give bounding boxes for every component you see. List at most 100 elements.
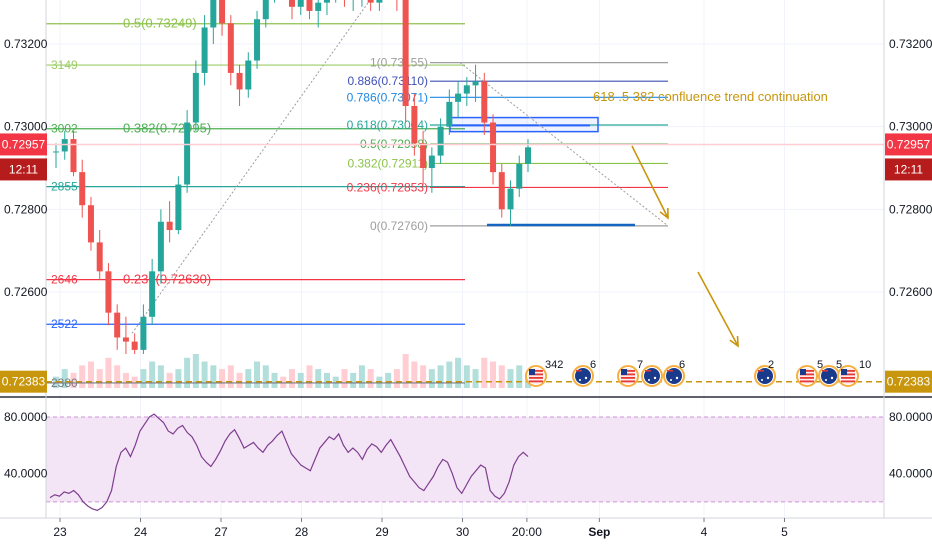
economic-event-badge[interactable] — [818, 365, 840, 387]
dashed-level-label: 0.72383 — [2, 375, 46, 389]
volume-bar — [402, 354, 409, 388]
price-tick-label: 0.73200 — [889, 37, 932, 51]
volume-bar — [271, 372, 278, 388]
flag-stripe — [529, 370, 543, 372]
volume-bar — [481, 357, 488, 388]
candle-body — [79, 172, 86, 206]
candle-body — [61, 139, 68, 152]
fib-left-label: 0.382(0.72995) — [123, 121, 211, 136]
fib-right-label: 1(0.73155) — [370, 56, 428, 70]
price-tick-label: 0.72800 — [4, 202, 48, 216]
countdown-label: 12:11 — [9, 162, 38, 176]
fib-retracement-left[interactable]: 0.5(0.73249) 3149 3002 0.382(0.72995) 2855 26… — [46, 16, 465, 390]
economic-event-badge[interactable] — [754, 365, 776, 387]
volume-bar — [114, 365, 121, 388]
time-tick-label: 23 — [53, 525, 67, 539]
flag-stripe — [621, 370, 635, 372]
economic-event-badge[interactable] — [617, 365, 639, 387]
rsi-axis-right[interactable]: 80.0000 40.0000 — [889, 410, 932, 481]
volume-bar — [393, 369, 400, 388]
volume-bar — [236, 372, 243, 388]
economic-event-badge[interactable] — [837, 365, 859, 387]
candle-body — [367, 0, 374, 3]
volume-bar — [96, 369, 103, 388]
volume-bar — [79, 365, 86, 388]
fib-left-tag: 2522 — [51, 317, 78, 331]
fib-right-label: 0.618(0.73004) — [347, 118, 428, 132]
flag-star — [579, 379, 581, 381]
volume-bar — [455, 357, 462, 388]
economic-event-badge[interactable] — [796, 365, 818, 387]
current-price-label: 0.72957 — [887, 137, 931, 151]
volume-bar — [175, 369, 182, 388]
economic-event-badge[interactable] — [663, 365, 685, 387]
candle-body — [140, 316, 147, 350]
flag-star — [584, 376, 588, 380]
flag-stripe — [800, 370, 814, 372]
volume-bar — [227, 365, 234, 388]
flag-star — [825, 379, 827, 381]
flag-stripe — [529, 380, 543, 383]
price-tick-label: 0.72800 — [889, 202, 932, 216]
rsi-tick-label: 80.0000 — [889, 410, 932, 424]
candle-body — [446, 101, 453, 127]
down-arrow-1 — [631, 145, 669, 219]
current-price-badge — [885, 133, 932, 156]
time-tick-label: 28 — [295, 525, 309, 539]
candle-body — [254, 19, 261, 61]
confluence-annotation[interactable]: 618 .5 382 confluence trend continuation — [593, 89, 828, 104]
price-axis-right[interactable]: 0.73200 0.73000 0.72800 0.72600 — [889, 37, 932, 299]
trend-lines[interactable] — [131, 0, 739, 348]
rsi-axis-left[interactable]: 80.0000 40.0000 — [4, 410, 48, 481]
candle-body — [472, 81, 479, 86]
flag-stripe — [529, 377, 543, 379]
volume-bar — [297, 372, 304, 388]
time-axis[interactable]: 23 24 27 28 29 30 20:00 Sep 4 5 — [53, 518, 788, 539]
volume-bar — [507, 369, 514, 388]
volume-bar — [289, 369, 295, 388]
candle-body — [166, 221, 173, 230]
event-count: 342 — [545, 359, 563, 371]
time-tick-label: 4 — [701, 525, 708, 539]
economic-event-badge[interactable] — [572, 365, 594, 387]
volume-bar — [210, 365, 217, 388]
fib-right-label: 0.886(0.73110) — [347, 74, 428, 88]
volume-bar — [341, 369, 348, 388]
candle-body — [455, 93, 462, 102]
price-axis-left[interactable]: 0.73200 0.73000 0.72800 0.72600 — [4, 37, 48, 299]
economic-event-badge[interactable] — [641, 365, 663, 387]
rsi-pane[interactable] — [46, 413, 884, 511]
flag-stripe — [621, 373, 635, 376]
volume-bar — [446, 361, 453, 388]
candlesticks — [53, 0, 531, 354]
flag-cross — [822, 370, 828, 372]
time-tick-label: 29 — [375, 525, 389, 539]
dashed-level-label: 0.72383 — [887, 375, 931, 389]
volume-bar — [358, 365, 365, 388]
current-price-label: 0.72957 — [2, 137, 46, 151]
dashed-level-badge — [885, 370, 932, 393]
candle-body — [227, 23, 234, 73]
volume-bar — [140, 369, 147, 388]
volume-bar — [87, 361, 94, 388]
volume-bar — [306, 365, 313, 388]
flag-canton — [841, 369, 847, 375]
flag-star — [766, 376, 770, 380]
candle-body — [70, 139, 77, 173]
candle-body — [236, 72, 243, 90]
economic-event-badge[interactable] — [525, 365, 547, 387]
time-tick-label: Sep — [588, 525, 610, 539]
candle-body — [420, 143, 427, 168]
volume-bar — [367, 369, 374, 388]
economic-events-row[interactable]: 342 6 7 6 2 5 5 10 — [525, 359, 871, 387]
volume-bar — [105, 357, 112, 388]
time-tick-label: 30 — [456, 525, 470, 539]
rsi-line — [49, 413, 529, 511]
fib-right-label: 0.786(0.73071) — [347, 90, 428, 104]
event-count: 2 — [768, 359, 774, 371]
volume-bar — [157, 365, 164, 388]
candle-body — [376, 0, 383, 3]
candle-body — [175, 184, 182, 230]
